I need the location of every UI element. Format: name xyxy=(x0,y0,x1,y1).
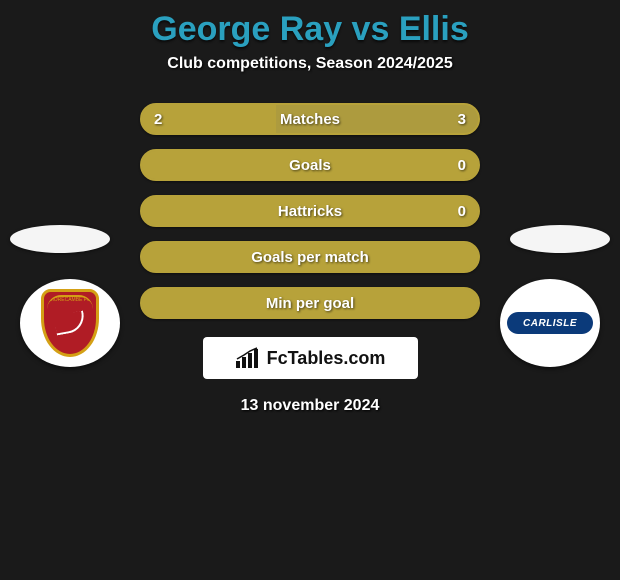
stat-row: Goals per match xyxy=(140,241,480,273)
stat-label: Goals per match xyxy=(142,243,478,271)
stat-row: Matches2 3 xyxy=(140,103,480,135)
player-avatar-right-placeholder xyxy=(510,225,610,253)
brand-bars-icon xyxy=(235,347,261,369)
player-avatar-left-placeholder xyxy=(10,225,110,253)
stat-row: Hattricks0 xyxy=(140,195,480,227)
club-badge-left: MORECAMBE FC xyxy=(20,279,120,367)
stat-row: Goals0 xyxy=(140,149,480,181)
morecambe-crest-icon: MORECAMBE FC xyxy=(41,289,99,357)
stat-label: Matches xyxy=(142,105,478,133)
stat-value-right: 3 xyxy=(458,105,466,133)
stat-label: Min per goal xyxy=(142,289,478,317)
stat-label: Goals xyxy=(142,151,478,179)
stat-value-left: 2 xyxy=(154,105,162,133)
brand-logo-box: FcTables.com xyxy=(203,337,418,379)
page-subtitle: Club competitions, Season 2024/2025 xyxy=(0,55,620,73)
comparison-stage: MORECAMBE FC CARLISLE Matches23Goals0Hat… xyxy=(0,103,620,415)
page-title: George Ray vs Ellis xyxy=(0,0,620,49)
stat-row: Min per goal xyxy=(140,287,480,319)
crest-arc-text: MORECAMBE FC xyxy=(47,295,93,309)
brand-text: FcTables.com xyxy=(267,348,386,369)
date-text: 13 november 2024 xyxy=(0,397,620,415)
stat-rows-container: Matches23Goals0Hattricks0Goals per match… xyxy=(140,103,480,319)
carlisle-crest-icon: CARLISLE xyxy=(507,312,593,334)
stat-label: Hattricks xyxy=(142,197,478,225)
shrimp-icon xyxy=(53,311,86,336)
stat-value-right: 0 xyxy=(458,151,466,179)
stat-value-right: 0 xyxy=(458,197,466,225)
club-badge-right: CARLISLE xyxy=(500,279,600,367)
